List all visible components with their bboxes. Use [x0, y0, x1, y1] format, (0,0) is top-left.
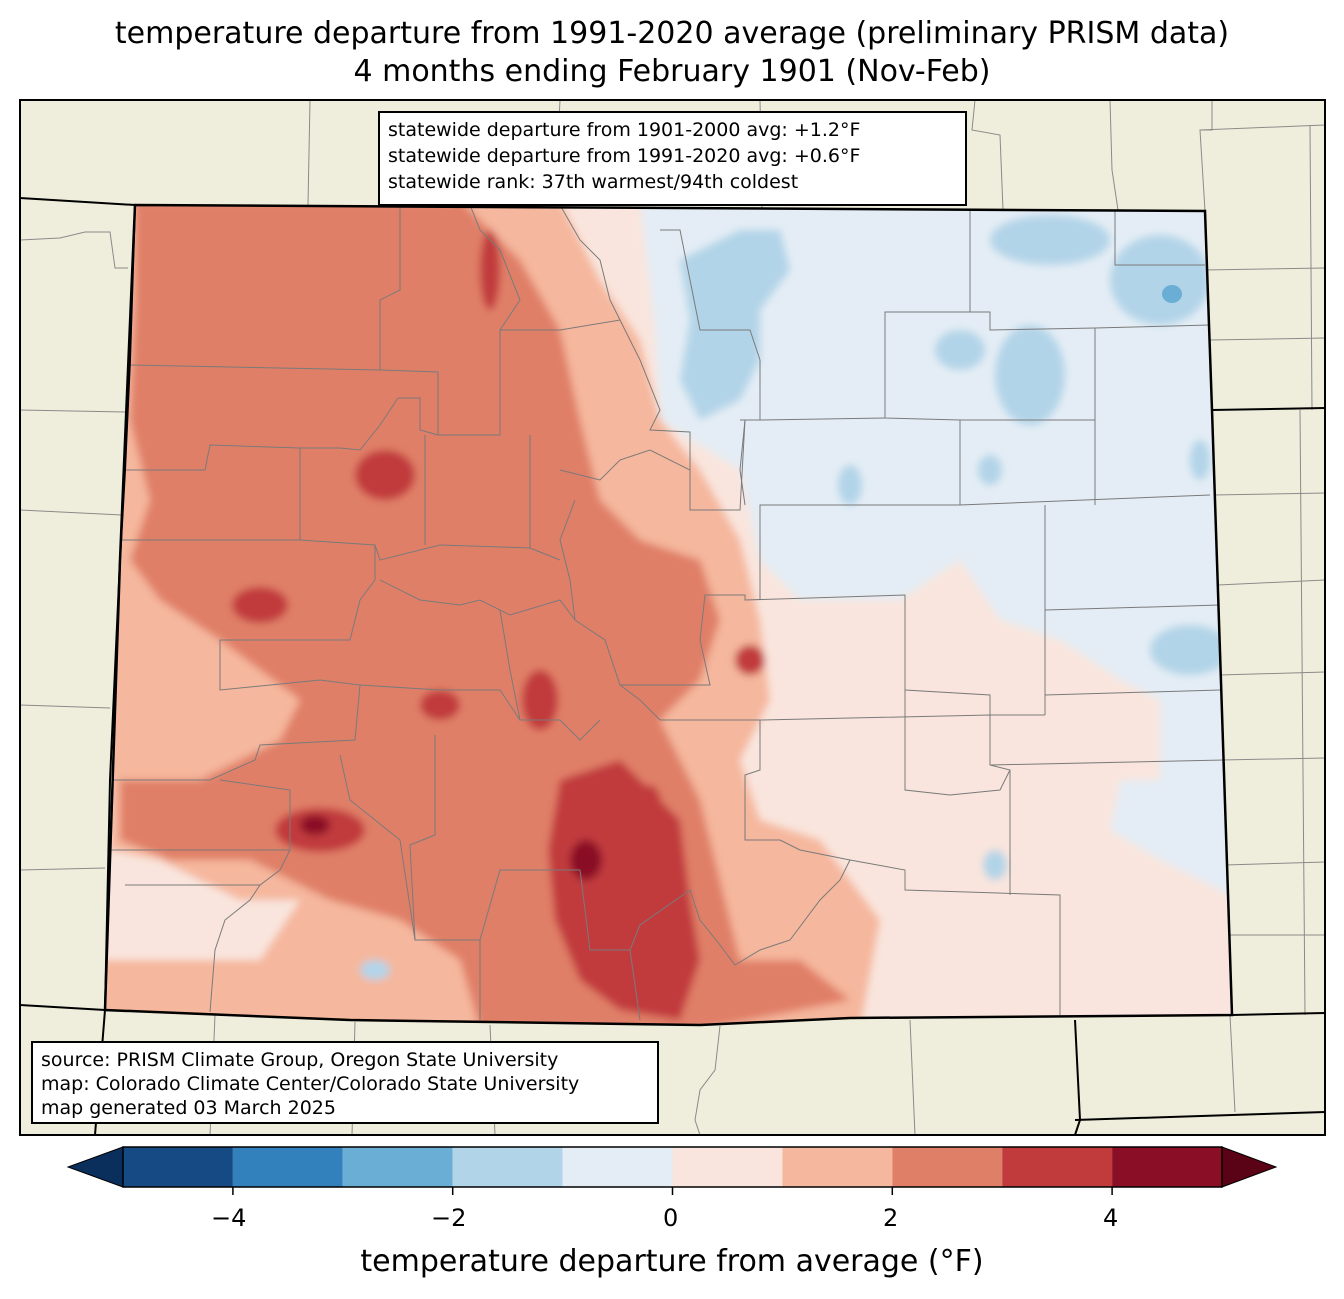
- stats-line-2: statewide departure from 1991-2020 avg: …: [388, 145, 861, 167]
- colorbar-segment: [672, 1147, 783, 1187]
- colorbar-segment: [892, 1147, 1003, 1187]
- colorbar-segment: [1112, 1147, 1222, 1187]
- colorado-border: [103, 203, 1234, 1027]
- colorbar-title: temperature departure from average (°F): [360, 1244, 984, 1279]
- colorbar-tick-label: −2: [431, 1204, 467, 1232]
- colorbar-segment: [232, 1147, 343, 1187]
- source-line-1: source: PRISM Climate Group, Oregon Stat…: [41, 1049, 559, 1071]
- map-title-line1: temperature departure from 1991-2020 ave…: [114, 16, 1230, 51]
- colorbar-under-arrow: [66, 1146, 124, 1188]
- temperature-field: [105, 205, 1232, 1025]
- stats-line-3: statewide rank: 37th warmest/94th coldes…: [388, 171, 799, 193]
- colorbar-segment: [782, 1147, 893, 1187]
- source-box: source: PRISM Climate Group, Oregon Stat…: [31, 1041, 659, 1124]
- colorbar-tick-label: 0: [663, 1204, 679, 1232]
- colorbar-segment: [123, 1147, 233, 1187]
- map-frame: [19, 99, 1326, 1136]
- neighbor-county-lines: [20, 100, 1325, 1135]
- colorbar: [66, 1146, 1278, 1195]
- state-borders: [19, 197, 1326, 1136]
- colorbar-segment: [342, 1147, 453, 1187]
- colorbar-segment: [452, 1147, 563, 1187]
- map-title-line2: 4 months ending February 1901 (Nov-Feb): [353, 54, 991, 89]
- county-lines: [110, 205, 1226, 1021]
- colorbar-segment: [1002, 1147, 1113, 1187]
- colorbar-tick-label: 2: [883, 1204, 899, 1232]
- source-line-2: map: Colorado Climate Center/Colorado St…: [41, 1073, 580, 1095]
- stats-line-1: statewide departure from 1901-2000 avg: …: [388, 119, 861, 141]
- colorbar-tick-label: −4: [211, 1204, 247, 1232]
- colorbar-over-arrow: [1221, 1146, 1278, 1188]
- source-line-3: map generated 03 March 2025: [41, 1097, 336, 1119]
- colorbar-segment: [562, 1147, 673, 1187]
- colorbar-tick-label: 4: [1103, 1204, 1119, 1232]
- statewide-stats-box: statewide departure from 1901-2000 avg: …: [378, 111, 967, 206]
- cold-spot: [1162, 285, 1182, 303]
